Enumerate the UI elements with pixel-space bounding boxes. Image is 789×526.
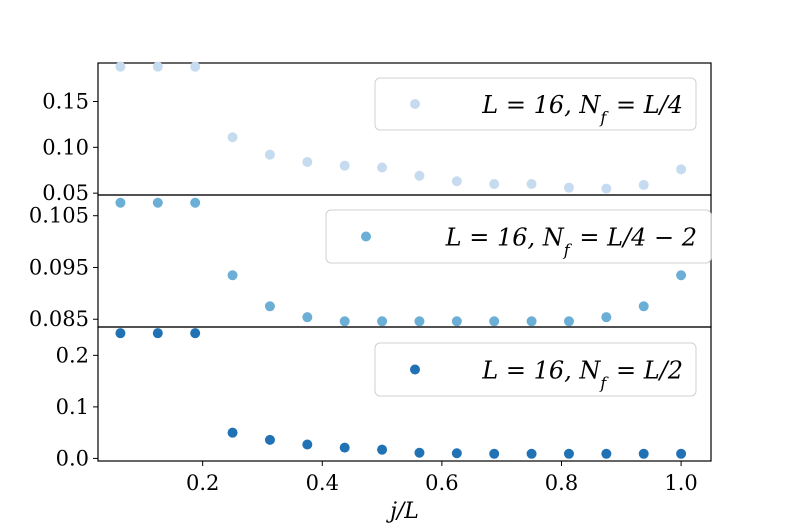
panel-middle: 0.105 0.095 0.085 L = 16, Nf = L/4 − 2 bbox=[29, 194, 712, 331]
legend-marker bbox=[410, 99, 420, 109]
data-point bbox=[601, 312, 612, 323]
data-point bbox=[115, 61, 126, 72]
data-point bbox=[377, 162, 388, 173]
x-tick-label: 0.2 bbox=[186, 471, 219, 495]
data-point bbox=[190, 197, 201, 208]
legend-label: L = 16, Nf = L/4 − 2 bbox=[445, 224, 697, 260]
data-point bbox=[563, 316, 574, 327]
legend-label: L = 16, Nf = L/2 bbox=[481, 357, 683, 393]
data-point bbox=[526, 179, 537, 189]
data-point bbox=[115, 328, 126, 339]
y-tick-label: 0.2 bbox=[56, 343, 89, 367]
data-point bbox=[638, 179, 649, 190]
data-point bbox=[339, 316, 350, 327]
panel-bottom: 0.2 0.1 0.0 L = 16, Nf = L/2 bbox=[56, 326, 712, 470]
data-point bbox=[601, 448, 612, 459]
data-point bbox=[489, 316, 500, 327]
y-tick-label: 0.0 bbox=[56, 446, 89, 470]
data-point bbox=[676, 164, 687, 175]
legend-box bbox=[325, 209, 712, 264]
data-point bbox=[302, 312, 313, 323]
data-point bbox=[115, 197, 126, 208]
data-point bbox=[563, 182, 574, 193]
data-point bbox=[489, 448, 500, 459]
data-point bbox=[414, 170, 425, 181]
y-tick-label: 0.10 bbox=[42, 135, 89, 159]
data-point bbox=[152, 61, 163, 72]
data-point bbox=[339, 442, 350, 453]
y-tick-label: 0.05 bbox=[42, 181, 89, 205]
data-point bbox=[377, 316, 388, 327]
y-tick-label: 0.15 bbox=[42, 90, 89, 114]
legend-box bbox=[374, 342, 697, 397]
data-point bbox=[451, 316, 462, 327]
plot-layer: 0.150.100.05L = 16, Nf = L/40.1050.0950.… bbox=[29, 61, 712, 524]
data-point bbox=[676, 448, 687, 459]
data-point bbox=[227, 132, 238, 143]
data-point bbox=[526, 448, 537, 459]
data-point bbox=[302, 157, 313, 167]
panel-top: 0.15 0.10 0.05 L = 16, Nf = L/4 bbox=[42, 61, 712, 205]
data-point bbox=[676, 270, 687, 281]
legend-marker bbox=[410, 364, 420, 375]
data-point bbox=[264, 149, 275, 160]
x-tick-label: 0.8 bbox=[545, 471, 578, 495]
legend-marker bbox=[361, 231, 371, 242]
legend-label: L = 16, Nf = L/4 bbox=[481, 91, 683, 127]
data-point bbox=[377, 444, 388, 455]
legend-box bbox=[374, 77, 697, 131]
data-point bbox=[414, 447, 425, 458]
y-tick-label: 0.095 bbox=[29, 255, 89, 279]
panel-frame bbox=[97, 326, 712, 462]
data-point bbox=[638, 301, 649, 312]
y-tick-label: 0.085 bbox=[29, 307, 89, 331]
x-tick-label: 0.6 bbox=[425, 471, 458, 495]
data-point bbox=[264, 434, 275, 445]
y-tick-label: 0.105 bbox=[29, 204, 89, 228]
x-tick-label: 0.4 bbox=[306, 471, 339, 495]
data-point bbox=[152, 197, 163, 208]
data-point bbox=[339, 160, 350, 171]
data-point bbox=[190, 328, 201, 339]
y-tick-label: 0.1 bbox=[56, 395, 89, 419]
data-point bbox=[451, 176, 462, 187]
data-point bbox=[152, 328, 163, 339]
data-point bbox=[489, 179, 500, 189]
x-tick-label: 1.0 bbox=[664, 471, 697, 495]
data-point bbox=[264, 301, 275, 312]
data-point bbox=[563, 448, 574, 459]
data-point bbox=[190, 61, 201, 72]
data-point bbox=[414, 316, 425, 327]
data-point bbox=[227, 270, 238, 281]
data-point bbox=[638, 448, 649, 459]
data-point bbox=[451, 448, 462, 459]
data-point bbox=[302, 439, 313, 450]
data-point bbox=[601, 183, 612, 194]
x-axis-title: j/L bbox=[385, 499, 419, 524]
data-point bbox=[526, 316, 537, 327]
data-point bbox=[227, 427, 238, 438]
